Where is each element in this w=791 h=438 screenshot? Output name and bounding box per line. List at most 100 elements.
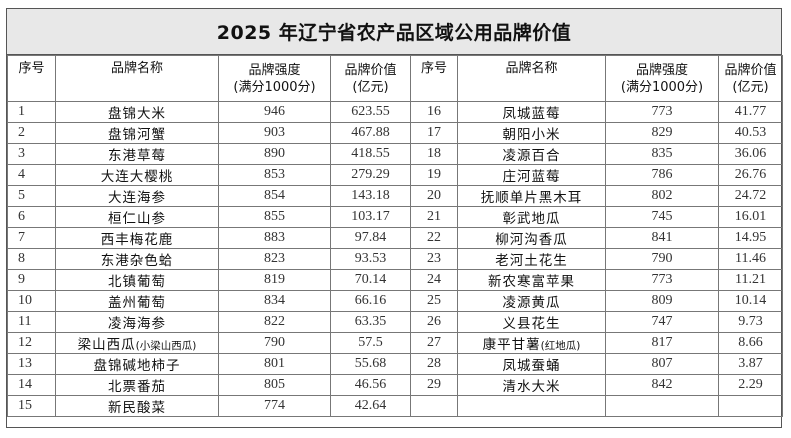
row-index: 1: [7, 101, 56, 123]
brand-value: 70.14: [330, 269, 411, 291]
header-value: 品牌价值 (亿元): [330, 55, 411, 102]
brand-name-cell: 梁山西瓜(小梁山西瓜): [55, 332, 219, 354]
brand-strength: 774: [218, 395, 331, 417]
brand-strength: 790: [605, 248, 719, 270]
row-index: 15: [7, 395, 56, 417]
row-index: 14: [7, 374, 56, 396]
row-index: 21: [410, 206, 458, 228]
brand-value: 16.01: [718, 206, 783, 228]
brand-name-cell: 义县花生: [457, 311, 606, 333]
header-row: 序号 品牌名称 品牌强度 (满分1000分) 品牌价值 (亿元) 序号 品牌名称…: [7, 55, 783, 102]
brand-name-cell: 凌海海参: [55, 311, 219, 333]
brand-name: 抚顺单片黑木耳: [480, 190, 583, 206]
spreadsheet-table: 2025 年辽宁省农产品区域公用品牌价值 序号 品牌名称 品牌强度 (满分100…: [6, 8, 783, 428]
brand-value: 418.55: [330, 143, 411, 165]
brand-name: 梁山西瓜: [77, 337, 136, 353]
row-index: 13: [7, 353, 56, 375]
brand-value: 143.18: [330, 185, 411, 207]
row-index: 17: [410, 122, 458, 144]
header-value-line1: 品牌价值: [724, 62, 777, 78]
row-index: 4: [7, 164, 56, 186]
row-index: 11: [7, 311, 56, 333]
row-index: [410, 395, 458, 417]
row-index: 8: [7, 248, 56, 270]
header-strength-line1: 品牌强度: [635, 62, 688, 78]
row-index: 12: [7, 332, 56, 354]
header-value: 品牌价值 (亿元): [718, 55, 783, 102]
brand-name-cell: 康平甘薯(红地瓜): [457, 332, 606, 354]
brand-name: 朝阳小米: [502, 127, 561, 143]
brand-strength: 853: [218, 164, 331, 186]
brand-name: 东港杂色蛤: [100, 253, 174, 269]
table-row: 4 大连大樱桃 853 279.29 19 庄河蓝莓 786 26.76: [7, 164, 783, 186]
brand-name: 凤城蓝莓: [502, 106, 561, 122]
brand-strength: 802: [605, 185, 719, 207]
table-title: 2025 年辽宁省农产品区域公用品牌价值: [7, 9, 781, 55]
brand-value-table: 序号 品牌名称 品牌强度 (满分1000分) 品牌价值 (亿元) 序号 品牌名称…: [7, 55, 783, 417]
brand-strength: 773: [605, 269, 719, 291]
brand-value: 66.16: [330, 290, 411, 312]
header-strength-line2: (满分1000分): [233, 79, 316, 95]
brand-name-cell: 北票番茄: [55, 374, 219, 396]
brand-strength: 817: [605, 332, 719, 354]
table-row: 1 盘锦大米 946 623.55 16 凤城蓝莓 773 41.77: [7, 101, 783, 123]
brand-name: 老河土花生: [495, 253, 568, 269]
brand-value: 57.5: [330, 332, 411, 354]
brand-value: 10.14: [718, 290, 783, 312]
brand-strength: 834: [218, 290, 331, 312]
brand-name-cell: 北镇葡萄: [55, 269, 219, 291]
brand-value: 41.77: [718, 101, 783, 123]
header-value-line2: (亿元): [732, 79, 769, 95]
brand-name: 凤城蚕蛹: [502, 358, 561, 374]
brand-value: 36.06: [718, 143, 783, 165]
brand-value: 623.55: [330, 101, 411, 123]
brand-value: 467.88: [330, 122, 411, 144]
brand-name: 盖州葡萄: [108, 295, 166, 311]
brand-value: 2.29: [718, 374, 783, 396]
brand-strength: [605, 395, 719, 417]
brand-value: 40.53: [718, 122, 783, 144]
row-index: 29: [410, 374, 458, 396]
header-index: 序号: [410, 55, 458, 102]
table-body: 1 盘锦大米 946 623.55 16 凤城蓝莓 773 41.77 2 盘锦河蟹 903 467.…: [7, 101, 783, 417]
header-index: 序号: [7, 55, 56, 102]
row-index: 26: [410, 311, 458, 333]
row-index: 25: [410, 290, 458, 312]
brand-name-cell: 西丰梅花鹿: [55, 227, 219, 249]
brand-name-cell: 清水大米: [457, 374, 606, 396]
header-name: 品牌名称: [457, 55, 606, 102]
header-value-line2: (亿元): [352, 79, 389, 95]
brand-name: 凌源百合: [502, 148, 561, 164]
brand-name: 西丰梅花鹿: [100, 232, 174, 248]
brand-strength: 835: [605, 143, 719, 165]
header-name: 品牌名称: [55, 55, 219, 102]
table-row: 10 盖州葡萄 834 66.16 25 凌源黄瓜 809 10.14: [7, 290, 783, 312]
row-index: 9: [7, 269, 56, 291]
row-index: 10: [7, 290, 56, 312]
brand-value: 24.72: [718, 185, 783, 207]
table-row: 3 东港草莓 890 418.55 18 凌源百合 835 36.06: [7, 143, 783, 165]
brand-name-cell: 凌源黄瓜: [457, 290, 606, 312]
brand-name: 北票番茄: [108, 379, 166, 395]
brand-value: 63.35: [330, 311, 411, 333]
table-row: 9 北镇葡萄 819 70.14 24 新农寒富苹果 773 11.21: [7, 269, 783, 291]
row-index: 27: [410, 332, 458, 354]
brand-name-cell: 盘锦河蟹: [55, 122, 219, 144]
brand-name: 东港草莓: [108, 148, 166, 164]
brand-name-cell: 凤城蚕蛹: [457, 353, 606, 375]
brand-strength: 829: [605, 122, 719, 144]
brand-strength: 890: [218, 143, 331, 165]
row-index: 24: [410, 269, 458, 291]
brand-value: 8.66: [718, 332, 783, 354]
brand-value: 42.64: [330, 395, 411, 417]
brand-name: 新民酸菜: [108, 400, 166, 416]
brand-name-cell: 凤城蓝莓: [457, 101, 606, 123]
brand-name: 凌海海参: [108, 316, 166, 332]
brand-name: 新农寒富苹果: [488, 274, 575, 290]
table-row: 2 盘锦河蟹 903 467.88 17 朝阳小米 829 40.53: [7, 122, 783, 144]
table-row: 13 盘锦碱地柿子 801 55.68 28 凤城蚕蛹 807 3.87: [7, 353, 783, 375]
table-row: 14 北票番茄 805 46.56 29 清水大米 842 2.29: [7, 374, 783, 396]
brand-strength: 842: [605, 374, 719, 396]
brand-name-cell: 大连大樱桃: [55, 164, 219, 186]
brand-name: 盘锦碱地柿子: [93, 358, 181, 374]
